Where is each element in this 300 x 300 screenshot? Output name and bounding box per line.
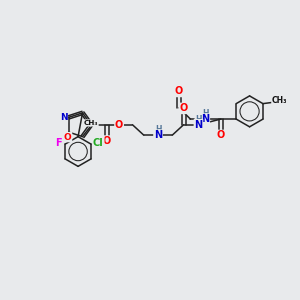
Text: F: F [55, 138, 62, 148]
Text: N: N [60, 113, 67, 122]
Text: CH₃: CH₃ [84, 120, 98, 126]
Text: N: N [154, 130, 162, 140]
Text: Cl: Cl [93, 138, 104, 148]
Text: H: H [155, 125, 161, 134]
Text: CH₃: CH₃ [272, 97, 287, 106]
Text: O: O [175, 86, 183, 96]
Text: O: O [179, 103, 188, 113]
Text: H: H [202, 109, 208, 118]
Text: N: N [194, 120, 202, 130]
Text: O: O [64, 133, 72, 142]
Text: O: O [115, 120, 123, 130]
Text: O: O [103, 136, 111, 146]
Text: O: O [217, 130, 225, 140]
Text: H: H [195, 115, 202, 124]
Text: N: N [201, 114, 209, 124]
